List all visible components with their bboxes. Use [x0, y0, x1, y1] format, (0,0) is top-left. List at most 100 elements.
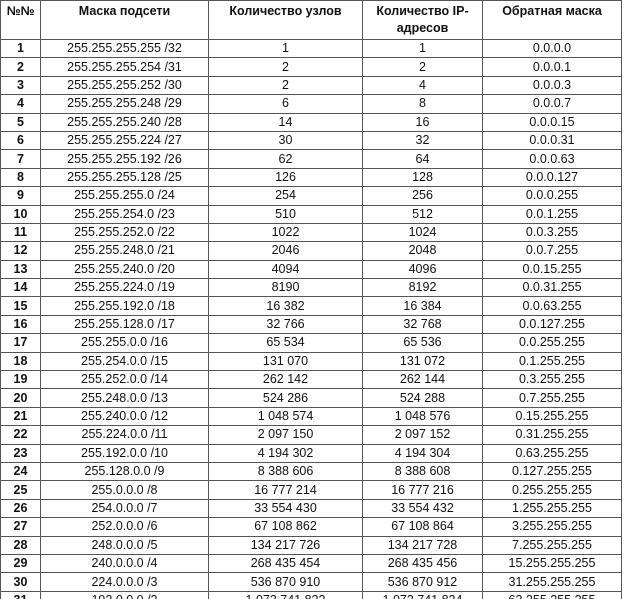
table-cell: 1 073 741 824 [362, 590, 483, 599]
table-row: 18 255.254.0.0 /15 131 070 131 072 0.1.255.2… [0, 351, 622, 372]
table-cell: 4096 [362, 259, 483, 280]
table-cell: 0.0.1.255 [482, 204, 622, 224]
table-cell: 0.0.0.7 [482, 94, 622, 114]
table-cell: 0.15.255.255 [482, 406, 622, 427]
table-cell: 1 073 741 822 [208, 590, 363, 599]
table-cell: 0.0.7.255 [482, 241, 622, 261]
table-cell: 67 108 862 [208, 517, 363, 537]
table-cell: 28 [0, 535, 41, 555]
table-cell: 6 [208, 94, 363, 114]
table-cell: 62 [208, 149, 363, 169]
table-cell: 1 [0, 38, 41, 59]
table-cell: 255.255.255.248 /29 [40, 94, 209, 114]
table-cell: 29 [0, 553, 41, 574]
table-cell: 33 554 432 [362, 498, 483, 519]
table-cell: 30 [208, 130, 363, 151]
table-cell: 1 048 574 [208, 406, 363, 427]
table-row: 21 255.240.0.0 /12 1 048 574 1 048 576 0.15.… [0, 406, 622, 427]
table-cell: 12 [0, 241, 41, 261]
table-cell: 2 097 152 [362, 425, 483, 445]
table-row: 25 255.0.0.0 /8 16 777 214 16 777 216 0.255.… [0, 480, 622, 500]
table-cell: 7.255.255.255 [482, 535, 622, 555]
table-cell: 13 [0, 259, 41, 280]
table-row: 11 255.255.252.0 /22 1022 1024 0.0.3.255 [0, 222, 622, 243]
table-cell: 19 [0, 370, 41, 390]
table-cell: 255.255.252.0 /22 [40, 222, 209, 243]
table-cell: 0.63.255.255 [482, 443, 622, 463]
table-cell: 4 194 304 [362, 443, 483, 463]
table-cell: 1 [362, 38, 483, 59]
table-cell: 255.255.255.255 /32 [40, 38, 209, 59]
table-cell: 0.0.63.255 [482, 296, 622, 316]
header-row: №№ Маска подсети Количество узлов Количеств… [0, 0, 622, 40]
table-cell: 1022 [208, 222, 363, 243]
table-row: 5 255.255.255.240 /28 14 16 0.0.0.15 [0, 112, 622, 132]
table-cell: 16 [362, 112, 483, 132]
table-cell: 255.255.255.0 /24 [40, 186, 209, 206]
table-cell: 255.255.255.224 /27 [40, 130, 209, 151]
table-cell: 255.255.255.192 /26 [40, 149, 209, 169]
table-row: 2 255.255.255.254 /31 2 2 0.0.0.1 [0, 57, 622, 77]
table-body: 1 255.255.255.255 /32 1 1 0.0.0.0 2 255.255.25… [0, 38, 622, 599]
table-row: 22 255.224.0.0 /11 2 097 150 2 097 152 0.31.… [0, 425, 622, 445]
table-cell: 16 384 [362, 296, 483, 316]
table-cell: 255.255.255.240 /28 [40, 112, 209, 132]
table-cell: 0.0.127.255 [482, 314, 622, 335]
table-cell: 0.0.3.255 [482, 222, 622, 243]
table-row: 4 255.255.255.248 /29 6 8 0.0.0.7 [0, 94, 622, 114]
table-row: 9 255.255.255.0 /24 254 256 0.0.0.255 [0, 186, 622, 206]
table-cell: 4094 [208, 259, 363, 280]
table-cell: 1024 [362, 222, 483, 243]
header-cell: Количество узлов [208, 0, 363, 40]
table-cell: 255.255.255.254 /31 [40, 57, 209, 77]
table-row: 16 255.255.128.0 /17 32 766 32 768 0.0.127.2… [0, 314, 622, 335]
table-cell: 131 070 [208, 351, 363, 372]
table-cell: 268 435 454 [208, 553, 363, 574]
table-row: 23 255.192.0.0 /10 4 194 302 4 194 304 0.63.… [0, 443, 622, 463]
table-cell: 25 [0, 480, 41, 500]
table-row: 30 224.0.0.0 /3 536 870 910 536 870 912 31.2… [0, 572, 622, 592]
table-cell: 255.255.254.0 /23 [40, 204, 209, 224]
table-cell: 21 [0, 406, 41, 427]
table-cell: 255.255.0.0 /16 [40, 333, 209, 353]
table-cell: 252.0.0.0 /6 [40, 517, 209, 537]
table-cell: 15 [0, 296, 41, 316]
table-row: 8 255.255.255.128 /25 126 128 0.0.0.127 [0, 167, 622, 188]
table-cell: 2 [0, 57, 41, 77]
table-cell: 16 777 216 [362, 480, 483, 500]
table-cell: 5 [0, 112, 41, 132]
table-cell: 2 097 150 [208, 425, 363, 445]
table-cell: 0.0.15.255 [482, 259, 622, 280]
table-cell: 255.128.0.0 /9 [40, 461, 209, 482]
table-row: 7 255.255.255.192 /26 62 64 0.0.0.63 [0, 149, 622, 169]
table-cell: 22 [0, 425, 41, 445]
table-cell: 255.255.240.0 /20 [40, 259, 209, 280]
table-cell: 4 194 302 [208, 443, 363, 463]
table-cell: 17 [0, 333, 41, 353]
table-cell: 262 144 [362, 370, 483, 390]
table-row: 3 255.255.255.252 /30 2 4 0.0.0.3 [0, 75, 622, 96]
table-cell: 255.240.0.0 /12 [40, 406, 209, 427]
table-cell: 7 [0, 149, 41, 169]
table-cell: 0.1.255.255 [482, 351, 622, 372]
table-cell: 256 [362, 186, 483, 206]
table-row: 10 255.255.254.0 /23 510 512 0.0.1.255 [0, 204, 622, 224]
table-cell: 2 [208, 57, 363, 77]
table-cell: 536 870 910 [208, 572, 363, 592]
table-cell: 255.192.0.0 /10 [40, 443, 209, 463]
table-cell: 131 072 [362, 351, 483, 372]
table-row: 28 248.0.0.0 /5 134 217 726 134 217 728 7.25… [0, 535, 622, 555]
table-cell: 10 [0, 204, 41, 224]
table-cell: 64 [362, 149, 483, 169]
table-cell: 255.255.255.252 /30 [40, 75, 209, 96]
table-cell: 1 [208, 38, 363, 59]
table-cell: 20 [0, 388, 41, 408]
table-cell: 32 [362, 130, 483, 151]
table-cell: 8192 [362, 278, 483, 298]
table-cell: 268 435 456 [362, 553, 483, 574]
table-cell: 0.0.0.127 [482, 167, 622, 188]
table-cell: 0.0.0.255 [482, 186, 622, 206]
table-row: 1 255.255.255.255 /32 1 1 0.0.0.0 [0, 38, 622, 59]
table-cell: 18 [0, 351, 41, 372]
